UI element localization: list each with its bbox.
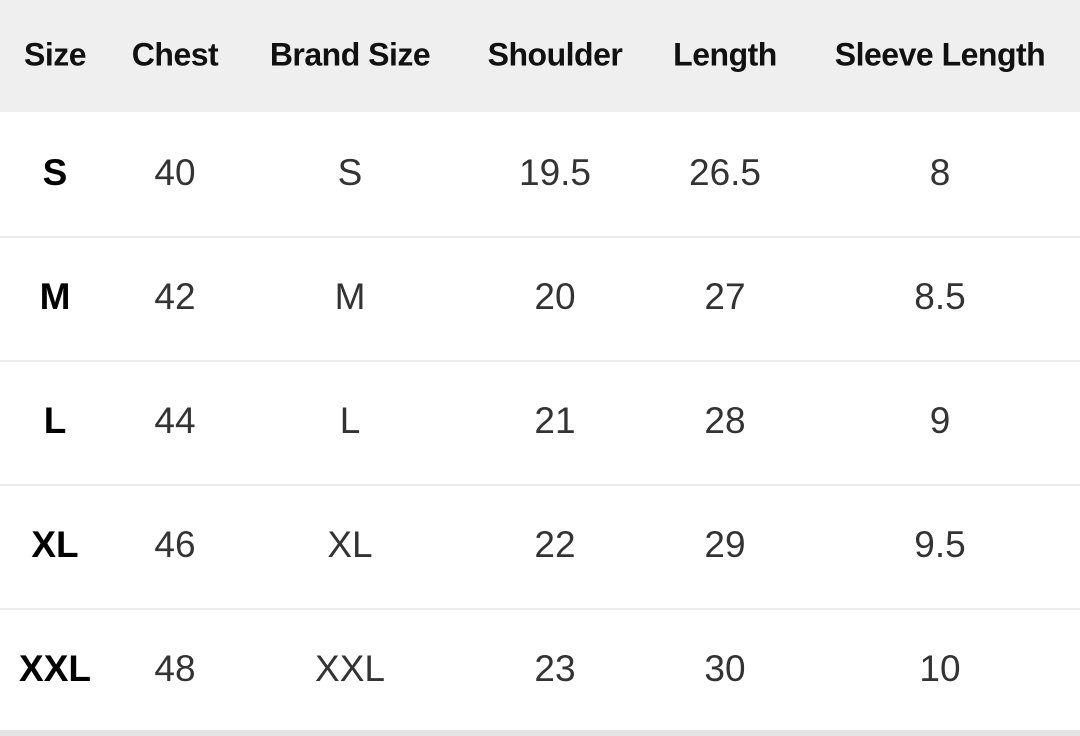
table-cell: 46 xyxy=(154,524,196,565)
column-header: Chest xyxy=(131,36,219,73)
size-label: S xyxy=(42,152,68,193)
table-cell: 9 xyxy=(929,400,951,441)
size-label: L xyxy=(43,400,67,441)
table-cell: XL xyxy=(327,524,373,565)
table-cell: 27 xyxy=(704,276,746,317)
table-cell: 8.5 xyxy=(914,276,966,317)
table-cell: 10 xyxy=(919,648,961,689)
table-cell: 28 xyxy=(704,400,746,441)
size-label: XXL xyxy=(19,648,91,689)
column-header: Brand Size xyxy=(269,36,431,73)
table-cell: M xyxy=(334,276,366,317)
table-cell: XXL xyxy=(315,648,385,689)
table-cell: 40 xyxy=(154,152,196,193)
row-divider xyxy=(0,236,1080,238)
column-header: Shoulder xyxy=(487,36,623,73)
row-divider xyxy=(0,608,1080,610)
table-cell: 22 xyxy=(534,524,576,565)
table-cell: S xyxy=(337,152,363,193)
column-header: Sleeve Length xyxy=(834,36,1046,73)
table-cell: 8 xyxy=(929,152,951,193)
table-cell: 29 xyxy=(704,524,746,565)
table-cell: 19.5 xyxy=(518,152,592,193)
row-divider xyxy=(0,484,1080,486)
header-background xyxy=(0,0,1080,112)
table-cell: 44 xyxy=(154,400,196,441)
table-cell: 30 xyxy=(704,648,746,689)
bottom-strip xyxy=(0,730,1080,736)
row-divider xyxy=(0,360,1080,362)
size-label: M xyxy=(39,276,71,317)
size-label: XL xyxy=(31,524,79,565)
table-cell: 20 xyxy=(534,276,576,317)
column-header: Length xyxy=(673,36,777,73)
table-cell: 21 xyxy=(534,400,576,441)
column-header: Size xyxy=(23,36,87,73)
table-cell: L xyxy=(339,400,361,441)
table-cell: 26.5 xyxy=(688,152,762,193)
table-cell: 9.5 xyxy=(914,524,966,565)
table-cell: 23 xyxy=(534,648,576,689)
table-cell: 48 xyxy=(154,648,196,689)
table-cell: 42 xyxy=(154,276,196,317)
